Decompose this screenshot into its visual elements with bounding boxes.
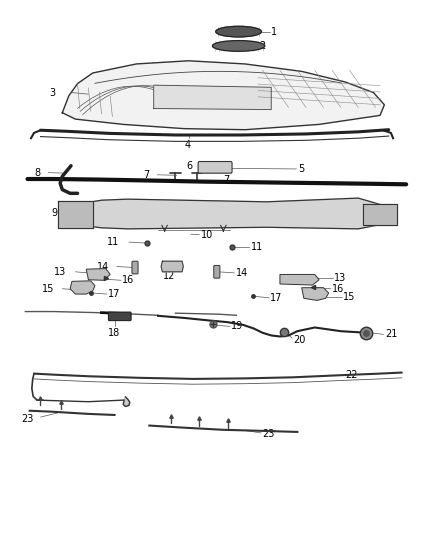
Ellipse shape: [212, 41, 265, 51]
Text: 20: 20: [293, 335, 306, 345]
Ellipse shape: [216, 26, 261, 37]
Polygon shape: [58, 201, 93, 228]
FancyBboxPatch shape: [109, 312, 131, 320]
Text: 23: 23: [262, 429, 275, 439]
Text: 17: 17: [270, 293, 283, 303]
Text: 16: 16: [122, 275, 134, 285]
Text: 13: 13: [54, 267, 67, 277]
Text: 11: 11: [251, 243, 263, 253]
Polygon shape: [302, 288, 328, 301]
FancyBboxPatch shape: [198, 161, 232, 173]
Text: 4: 4: [184, 140, 190, 150]
FancyBboxPatch shape: [214, 265, 220, 278]
Text: 17: 17: [108, 289, 120, 299]
Text: 8: 8: [35, 168, 41, 177]
Text: 14: 14: [236, 268, 248, 278]
Text: 15: 15: [42, 284, 54, 294]
Polygon shape: [86, 269, 110, 280]
Polygon shape: [363, 204, 397, 225]
Text: 2: 2: [259, 42, 266, 52]
Text: 16: 16: [332, 284, 344, 294]
Text: 1: 1: [271, 27, 277, 37]
Text: 21: 21: [385, 329, 397, 340]
Text: 23: 23: [21, 414, 33, 424]
Polygon shape: [75, 198, 380, 229]
FancyBboxPatch shape: [132, 261, 138, 274]
Text: 13: 13: [334, 273, 346, 282]
Text: 6: 6: [186, 161, 192, 171]
Polygon shape: [154, 85, 271, 110]
Polygon shape: [280, 274, 319, 285]
Text: 18: 18: [108, 328, 120, 338]
Text: 15: 15: [343, 292, 355, 302]
Text: 12: 12: [163, 271, 175, 281]
Polygon shape: [70, 281, 95, 294]
Text: 10: 10: [201, 230, 213, 240]
Text: 11: 11: [106, 237, 119, 247]
Text: 7: 7: [223, 174, 230, 184]
Text: 19: 19: [231, 321, 244, 332]
Text: 7: 7: [143, 170, 149, 180]
Text: 9: 9: [52, 208, 58, 219]
Polygon shape: [62, 61, 385, 130]
Text: 22: 22: [345, 370, 358, 379]
Polygon shape: [161, 261, 184, 272]
Text: 3: 3: [49, 87, 56, 98]
Text: 5: 5: [298, 164, 304, 174]
Text: 14: 14: [97, 262, 109, 271]
Polygon shape: [123, 397, 130, 407]
